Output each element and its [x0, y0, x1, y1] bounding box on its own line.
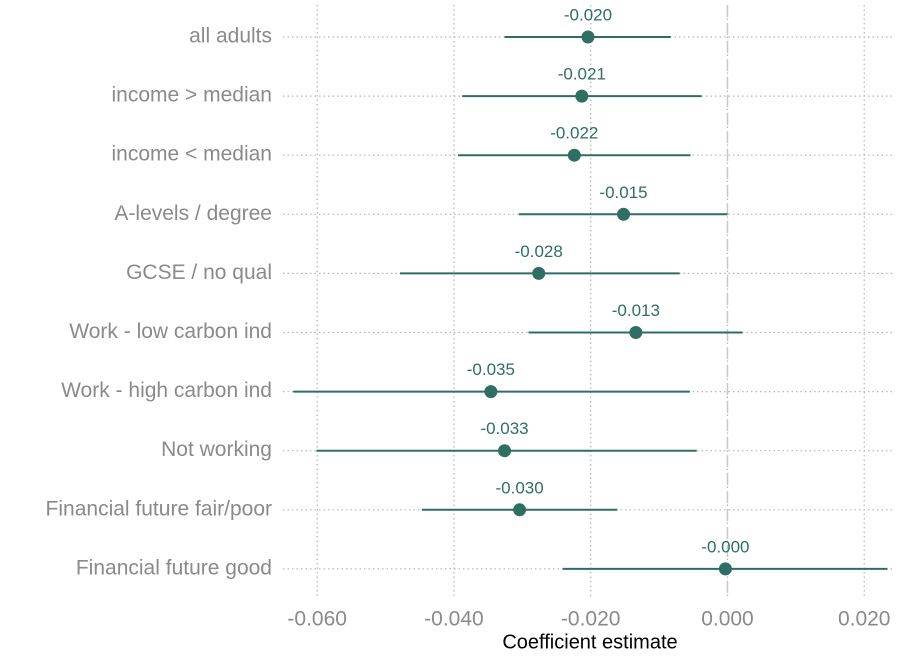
x-tick-label: 0.000	[701, 608, 754, 631]
value-label: -0.035	[467, 360, 515, 379]
point	[532, 266, 546, 280]
value-label: -0.020	[564, 5, 612, 24]
x-tick-label: 0.020	[838, 608, 891, 631]
point	[617, 207, 631, 221]
point	[498, 444, 512, 458]
category-label: Financial future good	[76, 556, 272, 579]
category-label: GCSE / no qual	[126, 261, 272, 284]
x-tick-label: -0.020	[561, 608, 621, 631]
category-label: Financial future fair/poor	[46, 497, 272, 520]
value-label: -0.000	[701, 537, 749, 556]
category-label: income < median	[111, 143, 272, 166]
category-label: all adults	[189, 25, 272, 48]
point	[484, 385, 498, 399]
category-label: income > median	[111, 84, 272, 107]
x-axis-label: Coefficient estimate	[502, 631, 677, 653]
value-label: -0.028	[515, 242, 563, 261]
value-label: -0.013	[612, 301, 660, 320]
x-tick-label: -0.060	[287, 608, 347, 631]
point	[629, 326, 643, 339]
value-label: -0.022	[550, 124, 598, 143]
category-label: Not working	[161, 438, 272, 461]
category-label: Work - high carbon ind	[61, 379, 272, 402]
point	[513, 503, 527, 517]
value-label: -0.021	[558, 65, 606, 84]
category-label: Work - low carbon ind	[69, 320, 272, 343]
value-label: -0.033	[480, 419, 528, 438]
x-tick-label: -0.040	[424, 608, 484, 631]
point	[575, 89, 589, 103]
value-label: -0.015	[599, 183, 647, 202]
point	[581, 30, 595, 44]
point	[567, 148, 581, 162]
category-label: A-levels / degree	[114, 202, 272, 225]
value-label: -0.030	[495, 478, 543, 497]
point	[718, 562, 732, 576]
